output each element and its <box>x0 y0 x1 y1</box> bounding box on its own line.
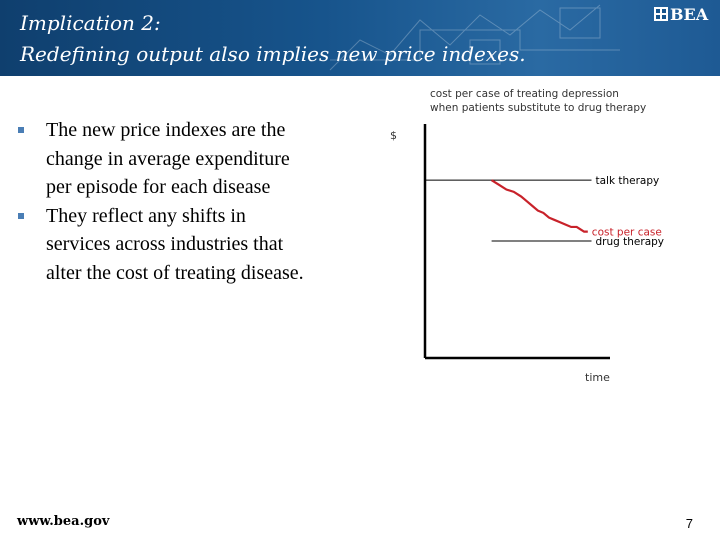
series-line-cost-per-case <box>491 179 588 233</box>
square-bullet-icon <box>18 127 24 133</box>
page-number: 7 <box>685 516 693 531</box>
series-label-cost-per-case: cost per case <box>592 227 662 239</box>
cost-per-case-chart: cost per case of treating depression whe… <box>390 88 664 384</box>
slide-title-line-2: Redefining output also implies new price… <box>20 42 526 66</box>
footer-url[interactable]: www.bea.gov <box>17 514 110 529</box>
bullet-item: The new price indexes are the change in … <box>18 116 308 202</box>
bullet-text: The new price indexes are the change in … <box>46 119 290 198</box>
bullet-item: They reflect any shifts in services acro… <box>18 202 308 288</box>
bea-logo: BEA <box>654 4 712 24</box>
chart-title-line-2: when patients substitute to drug therapy <box>430 102 646 114</box>
header-background-pattern <box>329 4 620 71</box>
bullet-list: The new price indexes are the change in … <box>18 116 308 287</box>
slide-header: Implication 2: Redefining output also im… <box>0 0 720 76</box>
slide-title-line-1: Implication 2: <box>20 11 161 35</box>
x-axis-label: time <box>585 371 610 384</box>
series-label-drug-therapy: drug therapy <box>596 236 665 248</box>
series-label-talk-therapy: talk therapy <box>596 175 660 187</box>
bullet-text: They reflect any shifts in services acro… <box>46 204 304 284</box>
square-bullet-icon <box>18 212 24 219</box>
chart-title-line-1: cost per case of treating depression <box>430 88 619 100</box>
y-axis-label: $ <box>390 129 397 142</box>
bea-logo-icon <box>654 7 668 21</box>
bea-logo-text: BEA <box>670 4 709 24</box>
